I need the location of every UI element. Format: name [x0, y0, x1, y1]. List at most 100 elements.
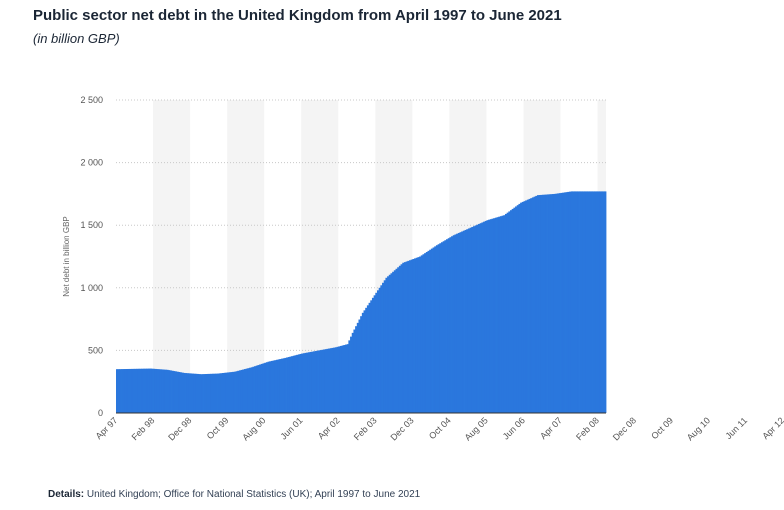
bar — [558, 193, 561, 413]
bar — [304, 352, 307, 413]
bar — [121, 369, 124, 413]
bar — [350, 336, 353, 413]
bar — [510, 210, 513, 413]
bar — [326, 348, 329, 413]
details-note: Details: United Kingdom; Office for Nati… — [48, 489, 420, 500]
bar — [387, 276, 390, 413]
bar — [168, 370, 171, 413]
bar — [319, 350, 322, 413]
y-tick-label: 500 — [88, 345, 103, 355]
bar — [137, 368, 140, 413]
bar — [575, 191, 578, 413]
bar — [518, 203, 521, 413]
x-tick-label: Jun 06 — [501, 415, 527, 441]
bar — [225, 372, 228, 413]
bar — [565, 192, 568, 413]
x-tick-label: Oct 04 — [427, 415, 453, 441]
y-axis-label: Net debt in billion GBP — [62, 216, 71, 297]
bar — [151, 368, 154, 413]
bar — [449, 237, 452, 413]
bar — [358, 319, 361, 413]
bar — [126, 368, 129, 413]
bar — [321, 349, 324, 413]
bar — [595, 191, 598, 413]
bar — [508, 211, 511, 413]
bar — [156, 369, 159, 413]
bar — [424, 253, 427, 413]
bar — [574, 191, 577, 413]
bar — [210, 373, 213, 413]
bar — [501, 215, 504, 413]
y-tick-label: 2 000 — [80, 158, 103, 168]
bar — [542, 194, 545, 413]
bar — [218, 373, 221, 413]
bar — [139, 368, 142, 413]
bar — [476, 224, 479, 413]
bar — [228, 372, 231, 413]
bar — [301, 353, 304, 413]
bar — [313, 351, 316, 413]
bar — [346, 344, 349, 413]
bar — [316, 350, 319, 413]
bar — [203, 374, 206, 413]
bar — [483, 221, 486, 413]
bar — [567, 191, 570, 413]
bar — [550, 194, 553, 413]
bar — [462, 230, 465, 413]
bar — [131, 368, 134, 413]
x-tick-label: Apr 02 — [316, 415, 342, 441]
bar — [378, 287, 381, 413]
x-tick-label: Jun 11 — [723, 415, 749, 441]
bar — [294, 355, 297, 413]
bar — [390, 273, 393, 413]
bar — [599, 191, 602, 413]
background-band — [227, 100, 265, 413]
bar — [582, 191, 585, 413]
bar — [323, 349, 326, 413]
chart-subtitle: (in billion GBP) — [33, 31, 120, 46]
bar — [254, 366, 257, 413]
bar — [306, 352, 309, 413]
bar — [201, 374, 204, 413]
bar — [129, 368, 132, 413]
bar — [361, 312, 364, 413]
bar — [341, 345, 344, 413]
bar — [223, 372, 226, 413]
bar — [116, 369, 119, 413]
bar — [333, 347, 336, 413]
bar — [528, 198, 531, 413]
bar — [206, 373, 210, 413]
bar — [141, 368, 144, 413]
bar — [439, 243, 442, 413]
details-label: Details: — [48, 489, 85, 500]
bar — [185, 373, 188, 413]
bar — [422, 254, 425, 413]
bar — [521, 201, 524, 413]
bar — [547, 194, 550, 413]
bar — [434, 246, 437, 413]
bar — [205, 374, 208, 413]
bar — [331, 347, 334, 413]
bar — [513, 207, 516, 413]
bar — [158, 369, 161, 413]
y-tick-label: 0 — [98, 408, 103, 418]
y-tick-label: 2 500 — [80, 95, 103, 105]
x-tick-label: Oct 09 — [649, 415, 675, 441]
bar — [585, 191, 588, 413]
bar — [287, 357, 290, 413]
x-tick-label: Oct 99 — [205, 415, 231, 441]
bar — [442, 241, 445, 413]
bar — [250, 367, 253, 413]
bar — [457, 232, 460, 413]
bar — [297, 354, 300, 413]
bar — [570, 191, 573, 413]
x-tick-label: Aug 05 — [463, 415, 490, 442]
bar — [474, 225, 477, 413]
bar — [343, 345, 346, 413]
bar — [191, 373, 194, 413]
bar — [479, 223, 482, 413]
x-tick-label: Feb 03 — [352, 415, 379, 442]
bar — [230, 372, 233, 413]
bar — [466, 229, 469, 413]
